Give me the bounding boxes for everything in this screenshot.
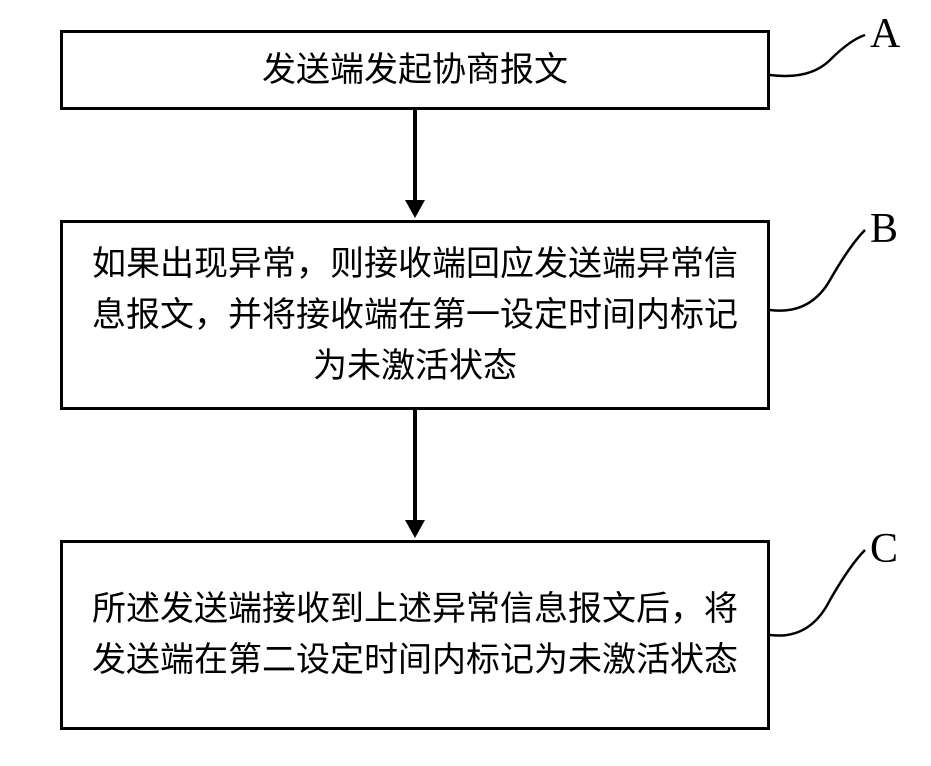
flow-box-c-text: 所述发送端接收到上述异常信息报文后，将发送端在第二设定时间内标记为未激活状态 bbox=[83, 584, 747, 686]
flow-box-c: 所述发送端接收到上述异常信息报文后，将发送端在第二设定时间内标记为未激活状态 bbox=[60, 540, 770, 730]
arrow-b-to-c-head bbox=[405, 520, 425, 538]
flow-label-b: B bbox=[870, 205, 898, 253]
label-connector-c bbox=[770, 545, 870, 650]
label-connector-a bbox=[770, 30, 870, 90]
arrow-a-to-b-line bbox=[413, 110, 417, 202]
flow-box-a-text: 发送端发起协商报文 bbox=[262, 45, 568, 96]
flow-box-b-text: 如果出现异常，则接收端回应发送端异常信息报文，并将接收端在第一设定时间内标记为未… bbox=[83, 239, 747, 392]
arrow-a-to-b-head bbox=[405, 200, 425, 218]
arrow-b-to-c-line bbox=[413, 410, 417, 522]
label-connector-b bbox=[770, 225, 870, 325]
flow-label-a: A bbox=[870, 10, 900, 58]
flow-box-b: 如果出现异常，则接收端回应发送端异常信息报文，并将接收端在第一设定时间内标记为未… bbox=[60, 220, 770, 410]
flowchart-container: 发送端发起协商报文 A 如果出现异常，则接收端回应发送端异常信息报文，并将接收端… bbox=[0, 0, 931, 766]
flow-box-a: 发送端发起协商报文 bbox=[60, 30, 770, 110]
flow-label-c: C bbox=[870, 525, 898, 573]
